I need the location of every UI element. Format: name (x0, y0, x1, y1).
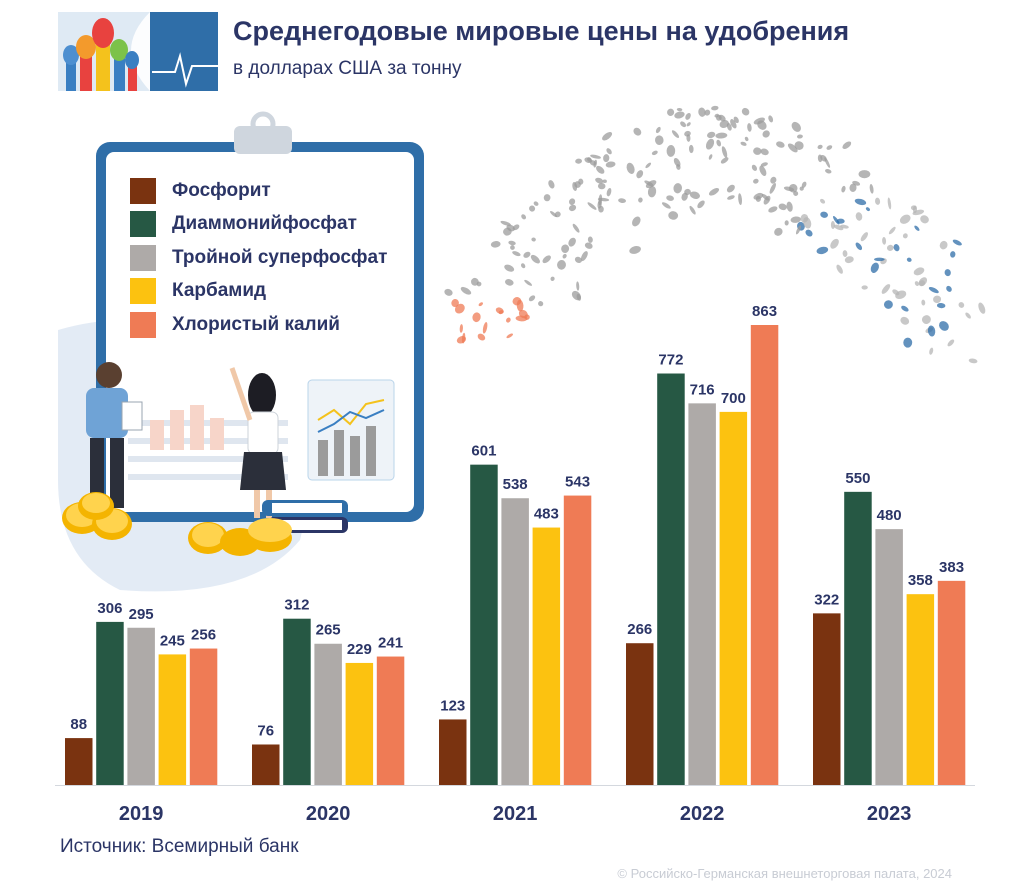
data-label: 306 (97, 600, 122, 617)
data-label: 543 (565, 474, 590, 491)
source-note: Источник: Всемирный банк (60, 836, 299, 858)
bar-2023-3 (907, 594, 935, 785)
data-label: 383 (939, 559, 964, 576)
data-label: 538 (503, 476, 528, 493)
bar-2021-4 (564, 496, 592, 785)
bar-2022-3 (720, 412, 748, 785)
data-label: 716 (690, 381, 715, 398)
bar-2020-3 (346, 663, 374, 785)
data-label: 480 (877, 507, 902, 524)
data-label: 312 (284, 597, 309, 614)
bar-2019-2 (127, 628, 154, 785)
data-label: 863 (752, 303, 777, 320)
bar-2019-3 (159, 654, 187, 785)
x-tick-label: 2020 (306, 803, 351, 825)
data-label: 123 (440, 697, 465, 714)
bar-2023-0 (813, 613, 841, 785)
x-tick-label: 2021 (493, 803, 538, 825)
bar-2019-4 (190, 649, 218, 785)
data-label: 358 (908, 572, 933, 589)
data-label: 265 (316, 622, 341, 639)
data-label: 245 (160, 632, 185, 649)
bar-2022-0 (626, 643, 654, 785)
data-label: 772 (658, 352, 683, 369)
bar-2023-4 (938, 581, 966, 785)
bar-2021-0 (439, 719, 467, 785)
bar-2021-1 (470, 465, 498, 785)
x-tick-label: 2019 (119, 803, 164, 825)
data-label: 241 (378, 635, 403, 652)
data-label: 322 (814, 591, 839, 608)
bar-2021-3 (533, 528, 561, 785)
bar-2019-0 (65, 738, 93, 785)
data-label: 700 (721, 390, 746, 407)
data-label: 229 (347, 641, 372, 658)
x-tick-label: 2022 (680, 803, 725, 825)
bar-2020-2 (314, 644, 342, 785)
data-label: 550 (845, 470, 870, 487)
bar-2022-4 (751, 325, 779, 785)
bar-2020-1 (283, 619, 311, 785)
x-tick-label: 2023 (867, 803, 912, 825)
bar-2023-1 (844, 492, 872, 785)
bar-2022-1 (657, 374, 685, 785)
data-label: 266 (627, 621, 652, 638)
data-label: 256 (191, 627, 216, 644)
bar-2019-1 (96, 622, 124, 785)
data-label: 295 (129, 606, 154, 623)
bar-2021-2 (501, 498, 529, 785)
copyright-note: © Российско-Германская внешнеторговая па… (617, 866, 952, 881)
data-label: 88 (70, 716, 87, 733)
data-label: 601 (471, 443, 496, 460)
bar-2022-2 (688, 403, 716, 785)
data-label: 76 (257, 722, 274, 739)
bar-2023-2 (875, 529, 903, 785)
bar-2020-0 (252, 744, 280, 785)
data-label: 483 (534, 506, 559, 523)
bar-2020-4 (377, 657, 405, 785)
